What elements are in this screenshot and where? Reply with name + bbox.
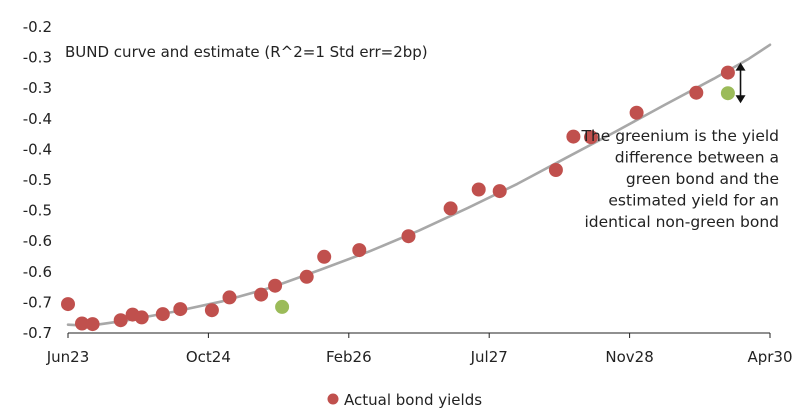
actual-bond-point bbox=[584, 130, 598, 145]
x-tick-label: Feb26 bbox=[326, 348, 372, 366]
actual-bond-point bbox=[629, 105, 644, 120]
green-bond-point bbox=[720, 86, 735, 101]
actual-bond-point bbox=[75, 316, 89, 331]
greenium-arrow-head-down bbox=[735, 95, 746, 104]
actual-bond-point bbox=[352, 243, 367, 258]
y-tick-label: -0.4 bbox=[23, 110, 52, 128]
y-tick-label: -0.7 bbox=[23, 293, 52, 311]
legend-label-actual: Actual bond yields bbox=[344, 391, 482, 409]
y-tick-label: -0.7 bbox=[23, 324, 52, 342]
x-tick-label: Apr30 bbox=[747, 348, 792, 366]
actual-bond-point bbox=[204, 303, 219, 318]
actual-bond-point bbox=[113, 313, 128, 328]
x-tick-label: Jul27 bbox=[470, 348, 508, 366]
greenium-arrow-head-up bbox=[735, 62, 746, 71]
y-tick-label: -0.5 bbox=[23, 202, 52, 220]
annotation-line: estimated yield for an bbox=[608, 192, 779, 210]
actual-bond-point bbox=[173, 302, 188, 317]
actual-bond-point bbox=[268, 278, 283, 293]
actual-bond-point bbox=[317, 249, 332, 264]
chart-title: BUND curve and estimate (R^2=1 Std err=2… bbox=[65, 43, 428, 61]
x-tick-label: Jun23 bbox=[46, 348, 90, 366]
points-layer bbox=[61, 65, 735, 332]
actual-bond-point bbox=[222, 290, 237, 305]
annotation-line: identical non-green bond bbox=[584, 213, 779, 231]
actual-bond-point bbox=[443, 201, 458, 216]
actual-bond-point bbox=[155, 307, 170, 322]
x-tick-label: Nov28 bbox=[605, 348, 653, 366]
actual-bond-point bbox=[566, 129, 581, 144]
y-tick-label: -0.3 bbox=[23, 49, 52, 67]
x-tick-label: Oct24 bbox=[186, 348, 231, 366]
y-tick-label: -0.2 bbox=[23, 18, 52, 36]
axis-layer: -0.2 -0.3 -0.3 -0.4 -0.4 -0.5 -0.5 -0.6 -0.6 -0.7… bbox=[23, 18, 793, 366]
annotation-line: difference between a bbox=[615, 149, 779, 167]
annotation-line: The greenium is the yield bbox=[580, 127, 779, 145]
y-tick-label: -0.3 bbox=[23, 79, 52, 97]
actual-bond-point bbox=[471, 182, 486, 197]
actual-bond-point bbox=[254, 287, 269, 302]
actual-bond-point bbox=[401, 229, 416, 244]
actual-bond-point bbox=[299, 269, 314, 284]
y-tick-label: -0.5 bbox=[23, 171, 52, 189]
annotation-layer: The greenium is the yield difference betw… bbox=[580, 62, 779, 231]
actual-bond-point bbox=[720, 65, 735, 80]
actual-bond-point bbox=[85, 317, 100, 332]
actual-bond-point bbox=[492, 184, 507, 199]
legend-marker-actual bbox=[327, 393, 339, 405]
annotation-line: green bond and the bbox=[626, 170, 779, 188]
actual-bond-point bbox=[548, 163, 563, 177]
actual-bond-point bbox=[61, 297, 75, 312]
y-tick-label: -0.4 bbox=[23, 140, 52, 158]
y-tick-label: -0.6 bbox=[23, 232, 52, 250]
actual-bond-point bbox=[134, 310, 149, 325]
legend: Actual bond yields bbox=[327, 391, 482, 409]
green-bond-point bbox=[275, 299, 290, 314]
actual-bond-point bbox=[689, 85, 704, 100]
y-tick-label: -0.6 bbox=[23, 263, 52, 281]
